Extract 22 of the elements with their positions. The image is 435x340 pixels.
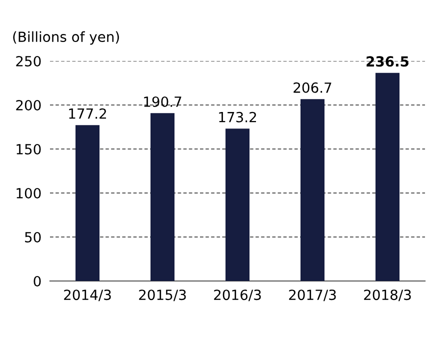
x-tick-label: 2015/3 [139, 290, 186, 302]
data-label: 173.2 [219, 112, 256, 122]
y-axis-title: (Billions of yen) [13, 31, 119, 45]
y-tick-label: 100 [16, 188, 41, 198]
x-tick-label: 2018/3 [364, 290, 411, 302]
data-label: 177.2 [69, 108, 106, 119]
y-tick-label: 150 [16, 144, 41, 154]
x-tick-label: 2017/3 [289, 290, 336, 302]
data-label: 190.7 [144, 96, 182, 107]
bar [226, 128, 250, 281]
data-label: 206.7 [294, 82, 332, 93]
bar [76, 125, 100, 281]
y-tick-label: 0 [34, 276, 41, 286]
x-tick-label: 2016/3 [214, 290, 261, 302]
y-tick-label: 250 [16, 56, 41, 66]
y-tick-label: 200 [16, 100, 41, 110]
data-label: 236.5 [366, 56, 408, 67]
bar [300, 99, 324, 281]
x-tick-label: 2014/3 [64, 290, 111, 302]
y-tick-label: 50 [25, 232, 41, 242]
bar [150, 113, 174, 281]
bar [376, 72, 400, 281]
